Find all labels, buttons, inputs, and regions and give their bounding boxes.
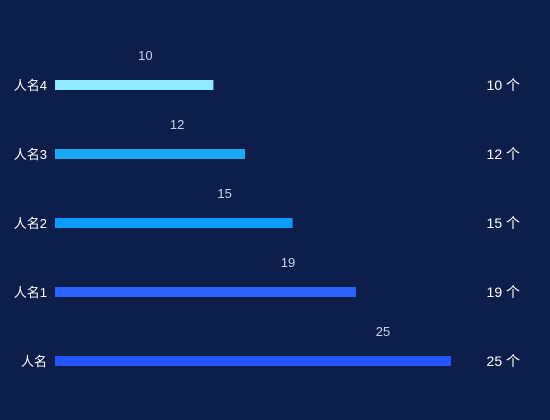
value-unit-label: 25 个 (487, 353, 520, 369)
category-label: 人名 (21, 354, 47, 369)
value-unit-label: 12 个 (487, 146, 520, 162)
data-label: 10 (138, 48, 152, 63)
bar (55, 149, 246, 159)
bar (55, 287, 356, 297)
data-label: 12 (170, 117, 184, 132)
bar (55, 80, 214, 90)
category-label: 人名1 (14, 285, 47, 300)
data-label: 15 (217, 186, 231, 201)
value-unit-label: 10 个 (487, 77, 520, 93)
value-unit-label: 15 个 (487, 215, 520, 231)
value-unit-label: 19 个 (487, 284, 520, 300)
bar (55, 218, 293, 228)
data-label: 25 (376, 324, 390, 339)
category-label: 人名4 (14, 78, 47, 93)
category-label: 人名3 (14, 147, 47, 162)
data-label: 19 (281, 255, 295, 270)
bar (55, 356, 451, 366)
category-label: 人名2 (14, 216, 47, 231)
